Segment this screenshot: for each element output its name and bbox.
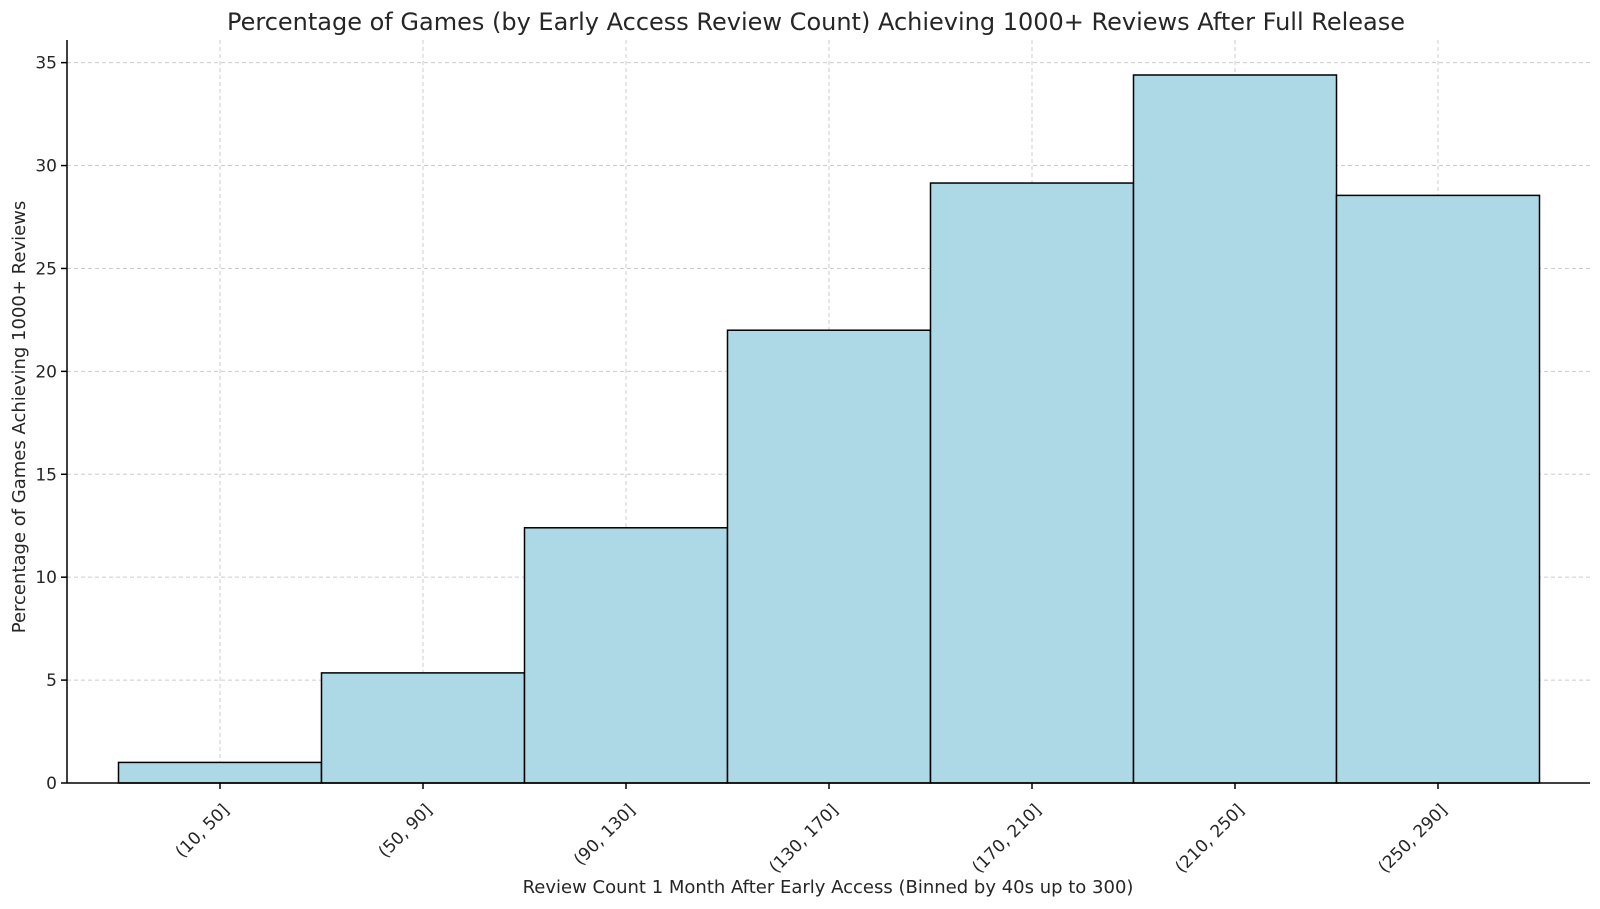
y-axis-label: Percentage of Games Achieving 1000+ Revi… [9,201,30,634]
y-tick-label: 30 [35,157,57,177]
x-tick-label: (10, 50] [172,800,234,862]
y-tick-label: 5 [46,671,57,691]
y-tick-label: 25 [35,259,57,279]
x-tick-label: (170, 210] [968,800,1045,877]
chart-title: Percentage of Games (by Early Access Rev… [227,8,1405,36]
bars [117,74,1541,784]
x-tick-label: (250, 290] [1374,800,1451,877]
bar [726,329,932,784]
x-axis-label: Review Count 1 Month After Early Access … [523,877,1134,898]
y-tick-label: 15 [35,465,57,485]
y-tick-label: 35 [35,54,57,74]
y-ticks: 0 5 10 15 20 25 30 35 [35,54,67,794]
bar [929,182,1135,784]
y-tick-label: 0 [46,774,57,794]
y-tick-label: 10 [35,568,57,588]
x-tick-label: (50, 90] [375,800,437,862]
x-tick-label: (90, 130] [570,800,639,869]
bar [117,761,323,784]
bar [320,672,526,784]
bar [1132,74,1338,784]
y-tick-label: 20 [35,362,57,382]
x-tick-label: (130, 170] [765,800,842,877]
x-tick-label: (210, 250] [1171,800,1248,877]
bar [523,527,729,784]
x-ticks: (10, 50] (50, 90] (90, 130] (130, 170] (170,… [172,783,1452,877]
bar [1335,194,1541,784]
